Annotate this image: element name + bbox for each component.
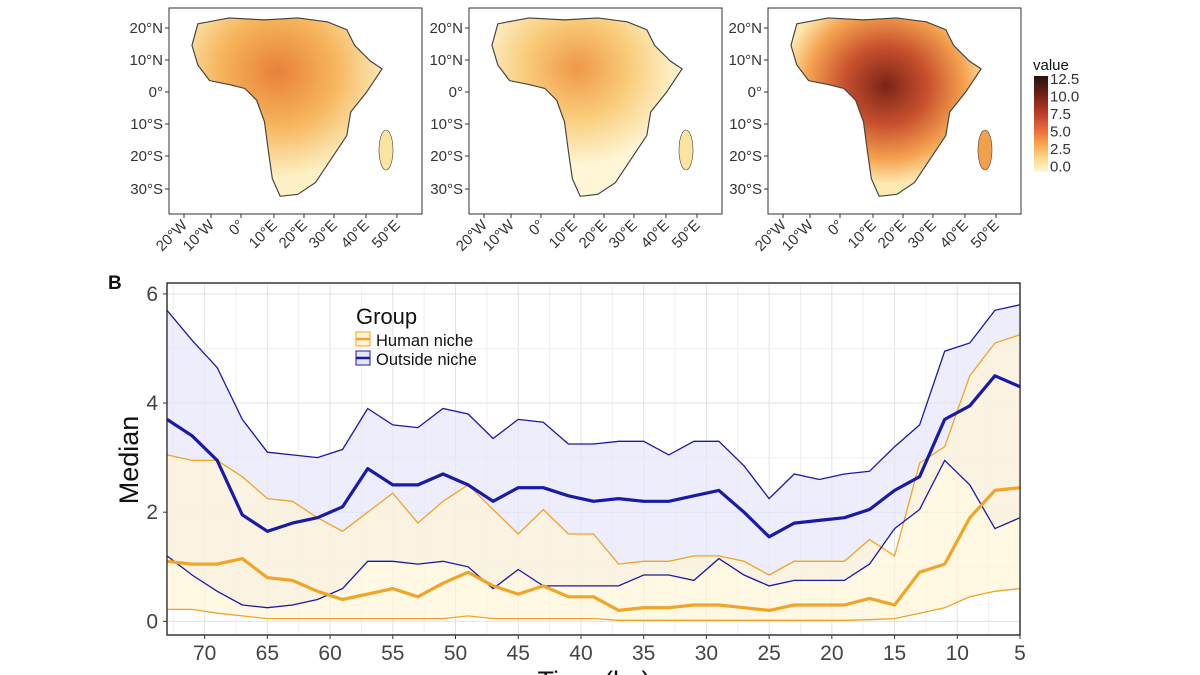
lower-bound-human-niche (167, 587, 1021, 621)
madagascar (678, 129, 694, 171)
map-lat-label: 10°N (129, 52, 163, 69)
colorbar-tick-label: 0.0 (1050, 159, 1071, 176)
colorbar-tick-label: 7.5 (1050, 106, 1071, 123)
ribbon-human-niche (167, 334, 1020, 621)
map-lat-label: 30°S (430, 181, 463, 198)
panel-label-b: B (108, 273, 122, 294)
map-lon-label: 10°E (246, 217, 281, 252)
y-tick-label: 2 (146, 501, 158, 524)
colorbar-tick-label: 10.0 (1050, 89, 1079, 106)
x-axis-ticks: 70 65 60 55 50 45 40 35 30 25 20 15 10 5 (193, 635, 1026, 665)
legend-label-human: Human niche (376, 332, 473, 350)
x-tick-label: 65 (256, 642, 279, 665)
colorbar-tick-label: 2.5 (1050, 141, 1071, 158)
map-lat-label: 20°N (429, 20, 463, 37)
upper-bound-outside-niche (166, 304, 1021, 500)
colorbar: value 12.510.07.55.02.50.0 (1033, 57, 1079, 176)
map-lon-label: 20°E (576, 217, 611, 252)
map-lon-label: 20°E (276, 217, 311, 252)
map-panel: 20°N10°N0°10°S20°S30°S20°W10°W 0°10°E20°E… (129, 7, 423, 255)
x-tick-label: 50 (444, 642, 467, 665)
map-panel: 20°N10°N0°10°S20°S30°S20°W10°W 0°10°E20°E… (429, 7, 723, 255)
x-tick-label: 45 (507, 642, 530, 665)
map-lon-label: 50°E (968, 217, 1003, 252)
map-lon-label: 20°E (875, 217, 910, 252)
median-line-outside-niche (166, 374, 1021, 539)
map-panel: 20°N10°N0°10°S20°S30°S20°W10°W 0°10°E20°E… (728, 7, 1022, 255)
legend: Group Human niche Outside niche (355, 304, 477, 369)
lower-bound-outside-niche (166, 459, 1021, 609)
map-lon-label: 30°E (306, 217, 341, 252)
y-tick-label: 4 (146, 392, 158, 415)
x-tick-label: 35 (632, 642, 655, 665)
map-lon-label: 30°E (606, 217, 641, 252)
map-lon-label: 50°E (669, 217, 704, 252)
y-axis-ticks: 0 2 4 6 (146, 283, 167, 633)
map-lat-label: 20°N (129, 20, 163, 37)
x-axis-label: Time (ka) (538, 666, 651, 675)
map-lon-label: 10°W (480, 216, 519, 255)
x-tick-label: 70 (193, 642, 216, 665)
map-lon-label: 40°E (338, 217, 373, 252)
y-tick-label: 6 (146, 283, 158, 306)
x-tick-label: 30 (695, 642, 718, 665)
map-lon-label: 10°W (180, 216, 219, 255)
map-lat-label: 20°S (729, 148, 762, 165)
colorbar-gradient (1034, 76, 1048, 172)
map-lon-label: 10°W (779, 216, 818, 255)
map-lon-label: 0° (526, 217, 548, 239)
ribbons (167, 304, 1020, 621)
map-lon-label: 40°E (937, 217, 972, 252)
plot-frame (166, 282, 1021, 636)
map-lat-label: 0° (149, 84, 163, 101)
colorbar-title: value (1033, 57, 1069, 74)
madagascar (378, 129, 394, 171)
median-line-human-niche (166, 486, 1021, 612)
map-lat-label: 10°N (429, 52, 463, 69)
map-lon-label: 10°E (546, 217, 581, 252)
colorbar-tick-label: 5.0 (1050, 124, 1071, 141)
map-lat-label: 10°S (130, 116, 163, 133)
map-lat-label: 0° (449, 84, 463, 101)
map-lat-label: 30°S (729, 181, 762, 198)
x-tick-label: 10 (946, 642, 969, 665)
map-lat-label: 20°S (130, 148, 163, 165)
x-tick-label: 15 (883, 642, 906, 665)
y-tick-label: 0 (146, 610, 158, 633)
map-lat-label: 10°N (728, 52, 762, 69)
x-tick-label: 25 (757, 642, 780, 665)
map-lat-label: 0° (748, 84, 762, 101)
map-lon-label: 10°E (845, 217, 880, 252)
colorbar-tick-label: 12.5 (1050, 71, 1079, 88)
legend-label-outside: Outside niche (376, 351, 477, 369)
upper-bound-human-niche (166, 334, 1021, 576)
map-lat-label: 10°S (729, 116, 762, 133)
map-lon-label: 40°E (638, 217, 673, 252)
x-tick-label: 40 (569, 642, 592, 665)
legend-title: Group (356, 304, 417, 329)
colorbar-ticks: 12.510.07.55.02.50.0 (1050, 71, 1079, 176)
series-lines (166, 304, 1021, 621)
x-tick-label: 60 (318, 642, 341, 665)
x-tick-label: 20 (820, 642, 843, 665)
x-tick-label: 5 (1014, 642, 1026, 665)
map-lon-label: 50°E (369, 217, 404, 252)
map-lat-label: 20°S (430, 148, 463, 165)
x-tick-label: 55 (381, 642, 404, 665)
map-lat-label: 30°S (130, 181, 163, 198)
map-lon-label: 0° (226, 217, 248, 239)
map-lon-label: 30°E (905, 217, 940, 252)
y-axis-label: Median (114, 416, 144, 505)
map-lat-label: 10°S (430, 116, 463, 133)
madagascar (977, 129, 993, 171)
map-panels: 20°N10°N0°10°S20°S30°S20°W10°W 0°10°E20°E… (129, 7, 1022, 255)
map-lat-label: 20°N (728, 20, 762, 37)
map-lon-label: 0° (825, 217, 847, 239)
